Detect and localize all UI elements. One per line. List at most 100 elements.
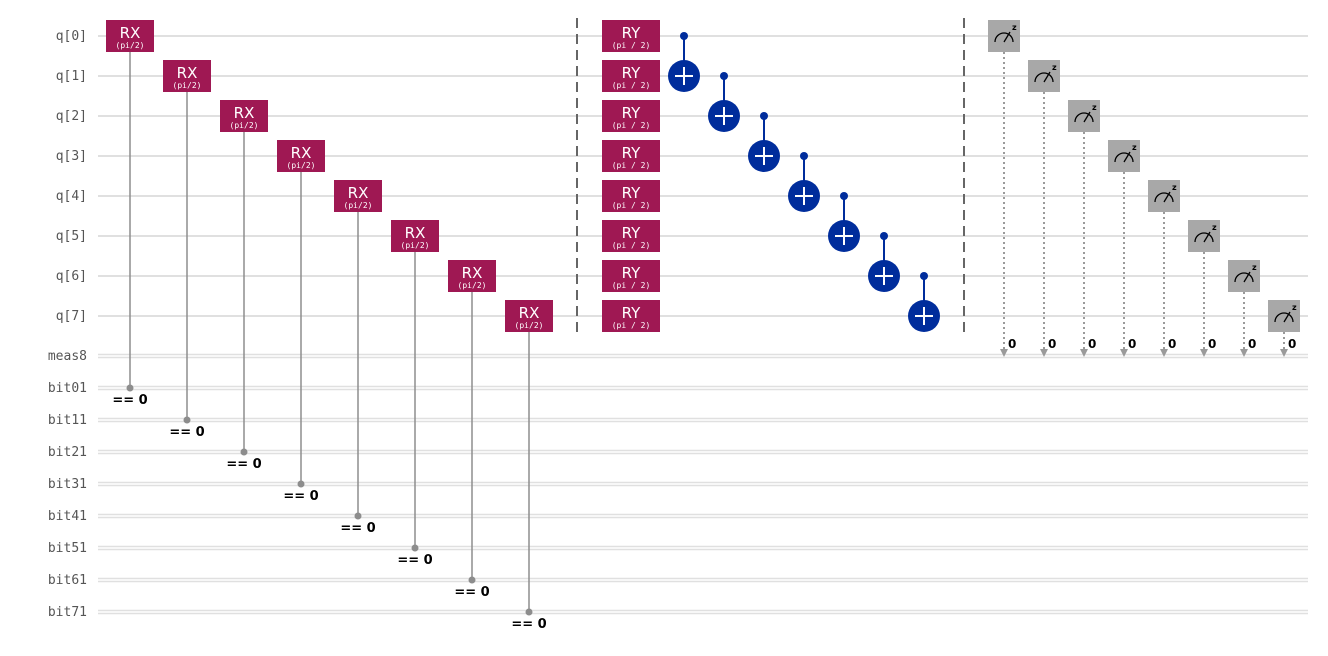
classical-wire-3: bit31: [48, 477, 1308, 492]
measure-basis-label: z: [1132, 143, 1137, 152]
qubit-wire-label: q[2]: [56, 109, 87, 124]
rx-gate-param: (pi/2): [230, 121, 259, 130]
rx-gate-param: (pi/2): [116, 41, 145, 50]
classical-wire-7: bit71: [48, 605, 1308, 620]
rx-gate-box: [391, 220, 439, 252]
cnot-gate-3: [788, 152, 820, 212]
ry-gate-5: RY(pi / 2): [602, 220, 660, 252]
cnot-control-dot: [920, 272, 928, 280]
measure-arrow-icon: [1240, 349, 1248, 357]
measure-arrow-icon: [1160, 349, 1168, 357]
rx-gate-3: == 0 RX(pi/2): [277, 140, 325, 504]
qubit-wire-label: q[3]: [56, 149, 87, 164]
meter-needle: [1043, 71, 1051, 83]
meter-icon: [1034, 71, 1054, 83]
classical-control-dot: [468, 576, 476, 584]
cnot-control-dot: [680, 32, 688, 40]
measure-bit-label: 0: [1088, 337, 1096, 351]
qubit-wire-7: q[7]: [56, 309, 1308, 324]
classical-control-dot: [354, 512, 362, 520]
measure-bit-label: 0: [1208, 337, 1216, 351]
measure-basis-label: z: [1292, 303, 1297, 312]
measure-gate-3: 0z: [1108, 140, 1140, 357]
ry-gate-box: [602, 260, 660, 292]
rx-gate-param: (pi/2): [344, 201, 373, 210]
measure-register-wire: meas8: [48, 349, 1308, 364]
classical-wire-4: bit41: [48, 509, 1308, 524]
measure-gate-5: 0z: [1188, 220, 1220, 357]
meter-arc: [1154, 192, 1174, 203]
meter-icon: [1074, 111, 1094, 123]
measure-basis-label: z: [1052, 63, 1057, 72]
conditional-rx-gates: == 0RX(pi/2)== 0RX(pi/2)== 0RX(pi/2)== 0…: [106, 20, 553, 632]
ry-gate-box: [602, 60, 660, 92]
ry-gate-param: (pi / 2): [612, 41, 651, 50]
ry-gate-6: RY(pi / 2): [602, 260, 660, 292]
cnot-control-dot: [840, 192, 848, 200]
measure-gate-4: 0z: [1148, 180, 1180, 357]
meter-needle: [1003, 31, 1011, 43]
ry-gate-box: [602, 100, 660, 132]
classical-wire-2: bit21: [48, 445, 1308, 460]
rx-gate-box: [334, 180, 382, 212]
rx-gate-1: == 0 RX(pi/2): [163, 60, 211, 440]
classical-wire-label: bit51: [48, 541, 87, 556]
rx-gate-box: [163, 60, 211, 92]
cnot-gate-0: [668, 32, 700, 92]
rx-gate-0: == 0 RX(pi/2): [106, 20, 154, 408]
qubit-wire-label: q[6]: [56, 269, 87, 284]
meter-needle: [1203, 231, 1211, 243]
rx-gate-label: RX: [405, 224, 426, 242]
meter-needle: [1163, 191, 1171, 203]
measure-bit-label: 0: [1128, 337, 1136, 351]
rx-gate-6: == 0 RX(pi/2): [448, 260, 496, 600]
rx-gate-5: == 0 RX(pi/2): [391, 220, 439, 568]
ry-gate-label: RY: [622, 184, 641, 202]
classical-wire-label: bit41: [48, 509, 87, 524]
rx-gate-label: RX: [177, 64, 198, 82]
measure-box: [1228, 260, 1260, 292]
rx-gate-2: == 0 RX(pi/2): [220, 100, 268, 472]
rx-gate-box: [448, 260, 496, 292]
ry-gate-1: RY(pi / 2): [602, 60, 660, 92]
rx-gate-param: (pi/2): [458, 281, 487, 290]
classical-wire-label: bit71: [48, 605, 87, 620]
cnot-chain: [668, 32, 940, 332]
measure-box: [1148, 180, 1180, 212]
meter-arc: [1234, 272, 1254, 283]
meter-needle: [1283, 311, 1291, 323]
measure-box: [1188, 220, 1220, 252]
classical-wire-label: bit21: [48, 445, 87, 460]
ry-gates: RY(pi / 2)RY(pi / 2)RY(pi / 2)RY(pi / 2)…: [602, 20, 660, 332]
meter-needle: [1083, 111, 1091, 123]
measure-box: [1268, 300, 1300, 332]
measure-gate-6: 0z: [1228, 260, 1260, 357]
rx-gate-box: [505, 300, 553, 332]
classical-wire-1: bit11: [48, 413, 1308, 428]
meter-icon: [994, 31, 1014, 43]
meter-icon: [1274, 311, 1294, 323]
rx-gate-label: RX: [348, 184, 369, 202]
qubit-wire-label: q[1]: [56, 69, 87, 84]
measure-basis-label: z: [1172, 183, 1177, 192]
meter-arc: [1274, 312, 1294, 323]
classical-wire-label: bit31: [48, 477, 87, 492]
cnot-gate-1: [708, 72, 740, 132]
classical-wire-label: bit01: [48, 381, 87, 396]
meter-arc: [1074, 112, 1094, 123]
ry-gate-param: (pi / 2): [612, 121, 651, 130]
ry-gate-2: RY(pi / 2): [602, 100, 660, 132]
ry-gate-label: RY: [622, 64, 641, 82]
cnot-gate-6: [908, 272, 940, 332]
measure-arrow-icon: [1200, 349, 1208, 357]
classical-control-dot: [411, 544, 419, 552]
classical-control-dot: [183, 416, 191, 424]
ry-gate-box: [602, 180, 660, 212]
measure-register-label: meas8: [48, 349, 87, 364]
measure-bit-label: 0: [1288, 337, 1296, 351]
wires: q[0] q[1] q[2] q[3] q[4] q[5] q[6] q[7] meas8 bit…: [48, 29, 1308, 620]
measure-basis-label: z: [1212, 223, 1217, 232]
measure-basis-label: z: [1012, 23, 1017, 32]
rx-gate-param: (pi/2): [401, 241, 430, 250]
classical-wire-label: bit11: [48, 413, 87, 428]
